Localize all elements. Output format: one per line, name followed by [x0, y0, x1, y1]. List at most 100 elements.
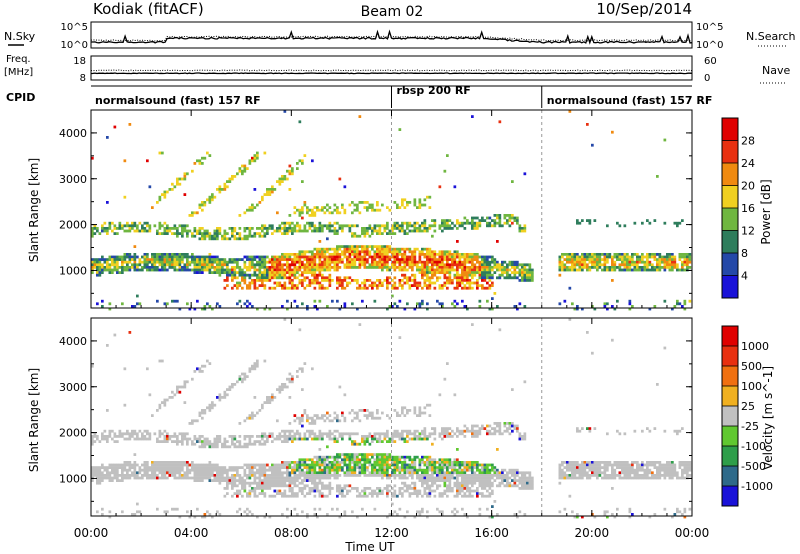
power-cell — [326, 224, 329, 228]
power-cell — [301, 255, 304, 259]
power-cell — [683, 307, 687, 311]
power-cell — [518, 279, 522, 282]
power-cell — [313, 227, 317, 230]
velocity-cell — [458, 492, 462, 495]
velocity-cell — [98, 468, 102, 472]
power-cell — [433, 268, 437, 272]
freq-panel — [90, 55, 693, 81]
velocity-cell — [163, 510, 167, 514]
power-heatmap — [91, 110, 692, 311]
velocity-cell — [286, 440, 289, 443]
power-cell — [328, 273, 332, 277]
power-cell — [438, 286, 442, 290]
power-cell — [313, 260, 317, 264]
velocity-cell — [101, 463, 104, 467]
power-cell — [348, 260, 352, 264]
power-cell — [263, 258, 267, 261]
power-cell — [483, 263, 487, 267]
velocity-cell — [298, 432, 302, 436]
power-cell — [158, 198, 162, 202]
velocity-cell — [288, 487, 292, 490]
power-cell — [248, 162, 252, 165]
power-cell — [341, 281, 344, 285]
power-cell — [193, 227, 197, 230]
velocity-cell — [313, 435, 317, 438]
velocity-cell — [456, 448, 459, 451]
velocity-cell — [233, 442, 237, 446]
power-cell — [133, 224, 137, 228]
power-cell — [323, 211, 327, 215]
velocity-cell — [398, 471, 402, 475]
power-cell — [288, 172, 292, 176]
power-cell — [296, 260, 299, 264]
power-cell — [513, 260, 517, 264]
velocity-cell — [253, 442, 257, 446]
power-cell — [406, 247, 409, 251]
velocity-cell — [313, 481, 317, 485]
velocity-cell — [453, 507, 457, 511]
power-cell — [193, 211, 197, 215]
velocity-cell — [288, 435, 292, 438]
velocity-cell — [166, 440, 169, 443]
power-cell — [351, 232, 354, 235]
power-cell — [296, 286, 299, 290]
power-cell — [161, 224, 164, 228]
power-cell — [671, 307, 674, 311]
power-cell — [386, 232, 389, 235]
power-cell — [521, 227, 524, 230]
velocity-cell — [328, 471, 332, 475]
power-cell — [278, 229, 282, 233]
power-cell — [421, 260, 424, 264]
power-cell — [471, 281, 474, 285]
power-cell — [208, 271, 212, 274]
velocity-cell — [201, 466, 204, 469]
power-cell — [468, 253, 472, 256]
velocity-cell — [163, 429, 167, 433]
velocity-cell — [171, 466, 174, 469]
power-cell — [388, 268, 392, 272]
power-cell — [406, 258, 409, 261]
power-cell — [336, 268, 339, 272]
power-cell — [618, 263, 622, 267]
power-cell — [308, 208, 312, 212]
velocity-cell — [286, 461, 289, 464]
power-cell — [611, 130, 614, 134]
power-cell — [428, 279, 432, 282]
power-cell — [336, 266, 339, 269]
power-cell — [526, 273, 529, 277]
velocity-cell — [218, 396, 222, 399]
power-cell — [523, 268, 527, 272]
velocity-cell — [148, 437, 152, 441]
power-cell — [391, 266, 394, 269]
power-cell — [503, 216, 507, 220]
power-cell — [308, 263, 312, 267]
power-cell — [571, 258, 574, 261]
power-cell — [233, 260, 237, 264]
velocity-cell — [211, 515, 214, 519]
power-cell — [318, 253, 322, 256]
velocity-cell — [341, 494, 344, 498]
velocity-cell — [323, 419, 327, 423]
velocity-cell — [386, 489, 389, 493]
velocity-cell — [328, 476, 332, 480]
power-cell — [686, 266, 689, 269]
power-cell — [503, 271, 507, 274]
velocity-cell — [188, 437, 192, 441]
velocity-cell — [278, 390, 282, 394]
power-cell — [338, 284, 342, 287]
velocity-cell — [186, 461, 189, 464]
velocity-cell — [398, 458, 402, 462]
power-cell — [493, 224, 497, 228]
power-cell — [421, 266, 424, 269]
velocity-cell — [198, 414, 202, 417]
velocity-cell — [93, 466, 97, 469]
velocity-cell — [256, 476, 259, 480]
power-cell — [168, 255, 172, 259]
power-cell — [263, 227, 267, 230]
velocity-cell — [218, 479, 222, 482]
power-cell — [218, 227, 222, 230]
velocity-cell — [161, 474, 164, 477]
velocity-cell — [233, 435, 237, 438]
velocity-cell — [163, 435, 167, 438]
power-cell — [331, 299, 334, 303]
